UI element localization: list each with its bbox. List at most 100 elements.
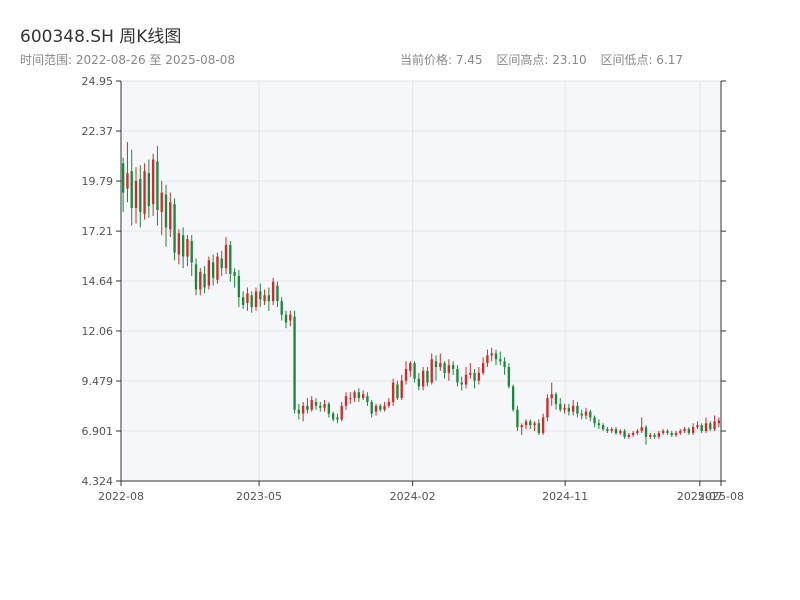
candle-body — [306, 405, 309, 410]
candle-body — [241, 297, 245, 305]
candle-body — [237, 275, 241, 298]
candle-body — [151, 159, 155, 205]
candle-body — [520, 425, 523, 428]
candle-body — [601, 425, 605, 430]
candle-body — [181, 235, 185, 257]
candle-body — [469, 372, 472, 375]
candle-body — [640, 427, 643, 432]
candle-body — [709, 423, 712, 430]
range-high: 区间高点: 23.10 — [496, 53, 587, 67]
date-range-label: 时间范围: 2022-08-26 至 2025-08-08 — [20, 53, 235, 67]
candle-body — [533, 423, 536, 426]
candle-body — [464, 374, 468, 385]
candle-body — [396, 384, 399, 399]
candle-body — [340, 405, 343, 420]
candle-body — [220, 258, 223, 269]
candle-body — [147, 173, 151, 207]
candle-body — [207, 260, 211, 286]
y-tick-label: 12.06 — [82, 325, 114, 338]
candle-body — [233, 272, 236, 276]
candle-body — [276, 285, 279, 302]
candle-body — [190, 240, 193, 263]
candle-body — [263, 295, 266, 302]
candle-body — [353, 392, 356, 399]
range-low: 区间低点: 6.17 — [600, 53, 684, 67]
candle-body — [636, 431, 639, 433]
candle-body — [610, 429, 613, 432]
candle-body — [143, 171, 146, 214]
candle-body — [683, 429, 686, 432]
candle-body — [361, 394, 365, 399]
candle-body — [211, 262, 215, 278]
candle-body — [477, 372, 481, 381]
candle-body — [336, 417, 339, 420]
candle-body — [550, 394, 553, 399]
y-tick-label: 17.21 — [82, 225, 114, 238]
candle-body — [704, 423, 708, 432]
candle-body — [589, 411, 592, 418]
candle-body — [451, 365, 455, 369]
candle-body — [614, 429, 618, 433]
x-tick-label: 2022-08 — [98, 490, 144, 503]
candle-body — [409, 363, 412, 371]
candle-body — [426, 370, 429, 383]
candle-body — [666, 431, 669, 433]
candle-body — [400, 380, 403, 399]
candle-body — [567, 407, 571, 412]
candle-body — [511, 386, 515, 410]
candle-body — [670, 432, 673, 435]
candle-body — [679, 431, 682, 433]
x-tick-label: 2025-08 — [698, 490, 744, 503]
candle-body — [289, 314, 292, 321]
candle-body — [194, 264, 198, 290]
candle-body — [199, 272, 202, 290]
candle-body — [387, 401, 391, 406]
candle-body — [571, 405, 575, 412]
candle-body — [623, 431, 626, 437]
candle-body — [177, 233, 181, 255]
x-tick-label: 2023-05 — [236, 490, 282, 503]
candle-body — [456, 368, 459, 383]
chart-title: 600348.SH 周K线图 — [20, 27, 182, 47]
candle-body — [593, 417, 596, 424]
candle-body — [473, 372, 476, 381]
candle-body — [271, 281, 275, 302]
candle-body — [254, 291, 258, 307]
candle-body — [130, 171, 133, 209]
candle-body — [173, 204, 176, 253]
y-tick-label: 6.901 — [82, 425, 114, 438]
candle-body — [160, 192, 163, 212]
candle-body — [169, 202, 172, 230]
candle-body — [503, 361, 506, 368]
candle-body — [481, 363, 485, 373]
candle-body — [649, 434, 652, 437]
candle-body — [687, 429, 691, 433]
candle-body — [370, 401, 373, 414]
candle-body — [344, 396, 348, 406]
candle-body — [293, 316, 296, 410]
candle-body — [486, 355, 489, 364]
candle-body — [121, 163, 125, 193]
candle-body — [576, 405, 579, 414]
candle-body — [674, 432, 678, 435]
candle-body — [490, 353, 493, 356]
candle-body — [494, 353, 498, 360]
candle-body — [627, 434, 631, 437]
candle-body — [559, 403, 562, 410]
candle-body — [619, 431, 622, 433]
candle-body — [259, 291, 262, 300]
y-tick-label: 24.95 — [82, 75, 114, 88]
candle-body — [224, 244, 228, 269]
candle-body — [164, 194, 168, 228]
candle-body — [717, 420, 721, 424]
candle-body — [301, 405, 305, 414]
candle-body — [554, 394, 558, 404]
candle-body — [653, 434, 656, 437]
candle-body — [657, 432, 661, 437]
candle-body — [246, 293, 249, 304]
y-tick-label: 9.479 — [82, 375, 114, 388]
candle-body — [524, 421, 528, 426]
candle-body — [319, 405, 322, 408]
candle-body — [203, 273, 206, 288]
